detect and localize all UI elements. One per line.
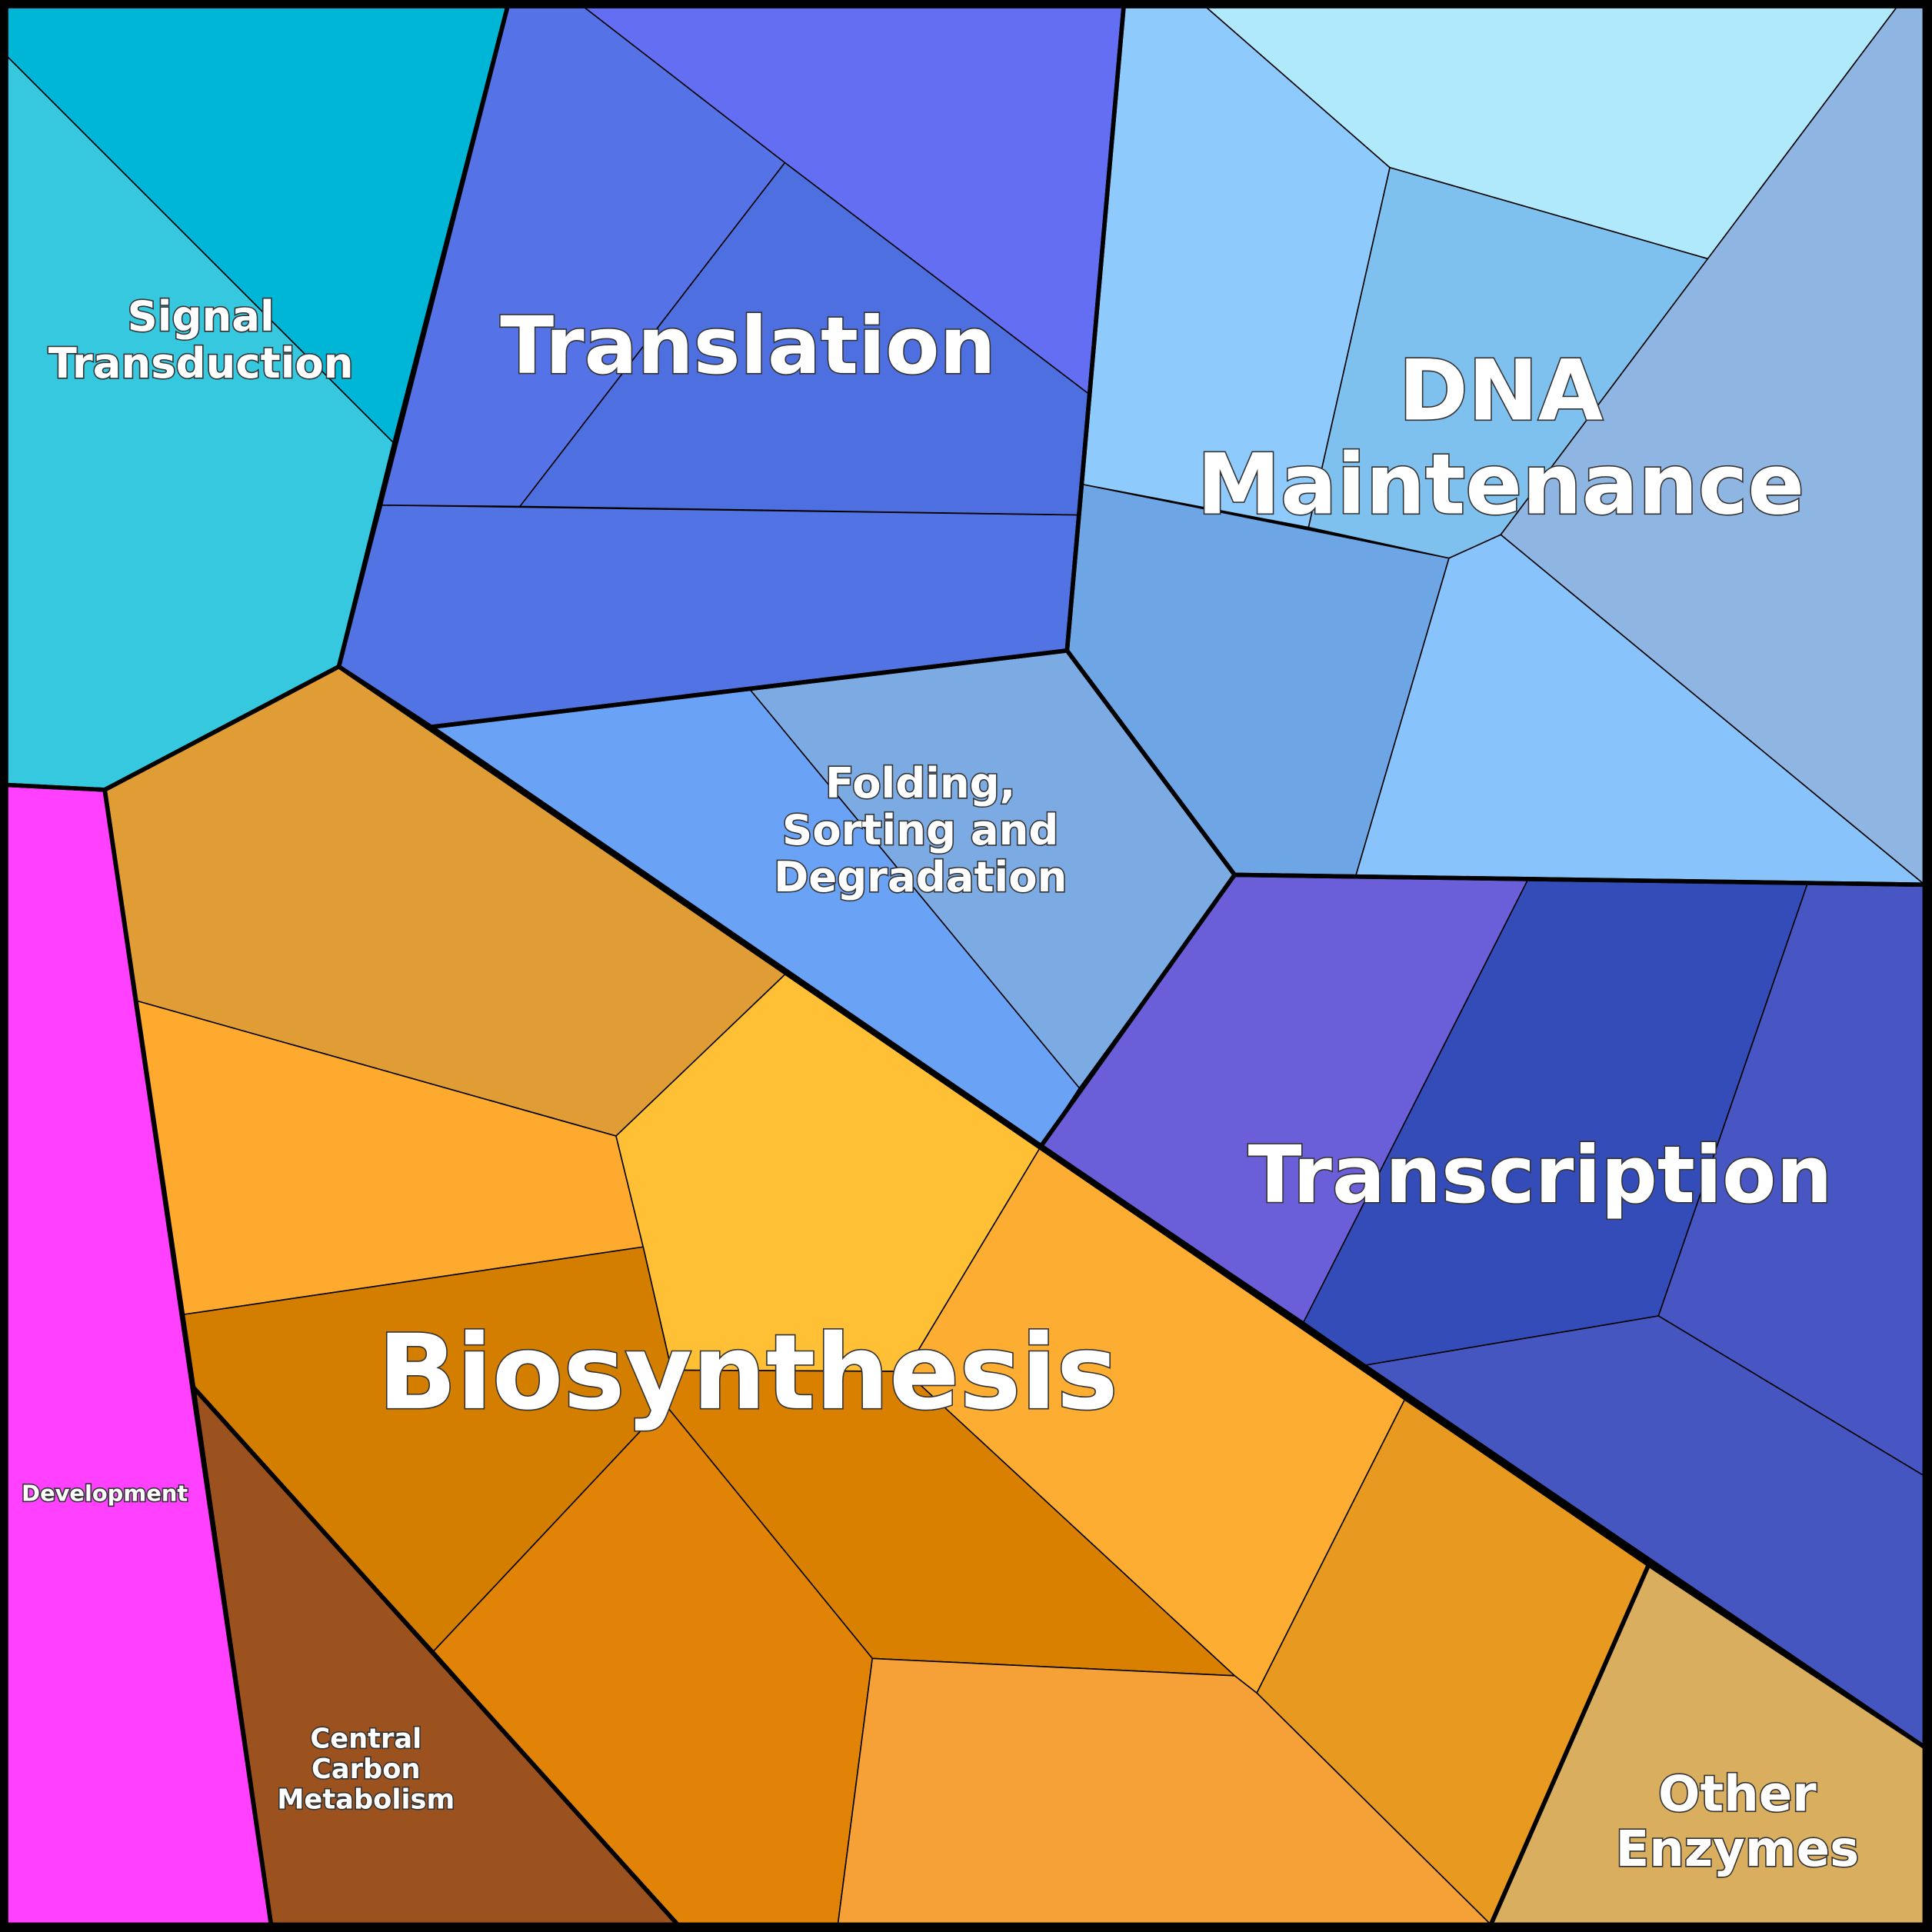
group-label: Development	[22, 1480, 188, 1506]
group-label: Other	[1658, 1766, 1817, 1823]
group-label: Transduction	[48, 338, 354, 388]
group-label: Central	[310, 1724, 421, 1755]
group-label: Sorting and	[782, 805, 1058, 854]
group-label: Degradation	[774, 852, 1067, 901]
group-label: Folding,	[825, 758, 1015, 808]
cells	[5, 5, 1927, 1926]
group-outline	[1488, 1562, 1927, 1927]
group-label: Maintenance	[1197, 436, 1804, 534]
group-label: Signal	[128, 291, 275, 341]
cell	[837, 1657, 1493, 1926]
group-label: Metabolism	[277, 1784, 455, 1816]
group-label: Carbon	[311, 1754, 421, 1785]
group-label: DNA	[1398, 342, 1603, 440]
group-label: Biosynthesis	[378, 1312, 1118, 1433]
group-label: Enzymes	[1615, 1821, 1859, 1878]
group-outline	[191, 1385, 680, 1927]
group-label: Transcription	[1248, 1130, 1833, 1221]
group-label: Translation	[500, 301, 995, 392]
